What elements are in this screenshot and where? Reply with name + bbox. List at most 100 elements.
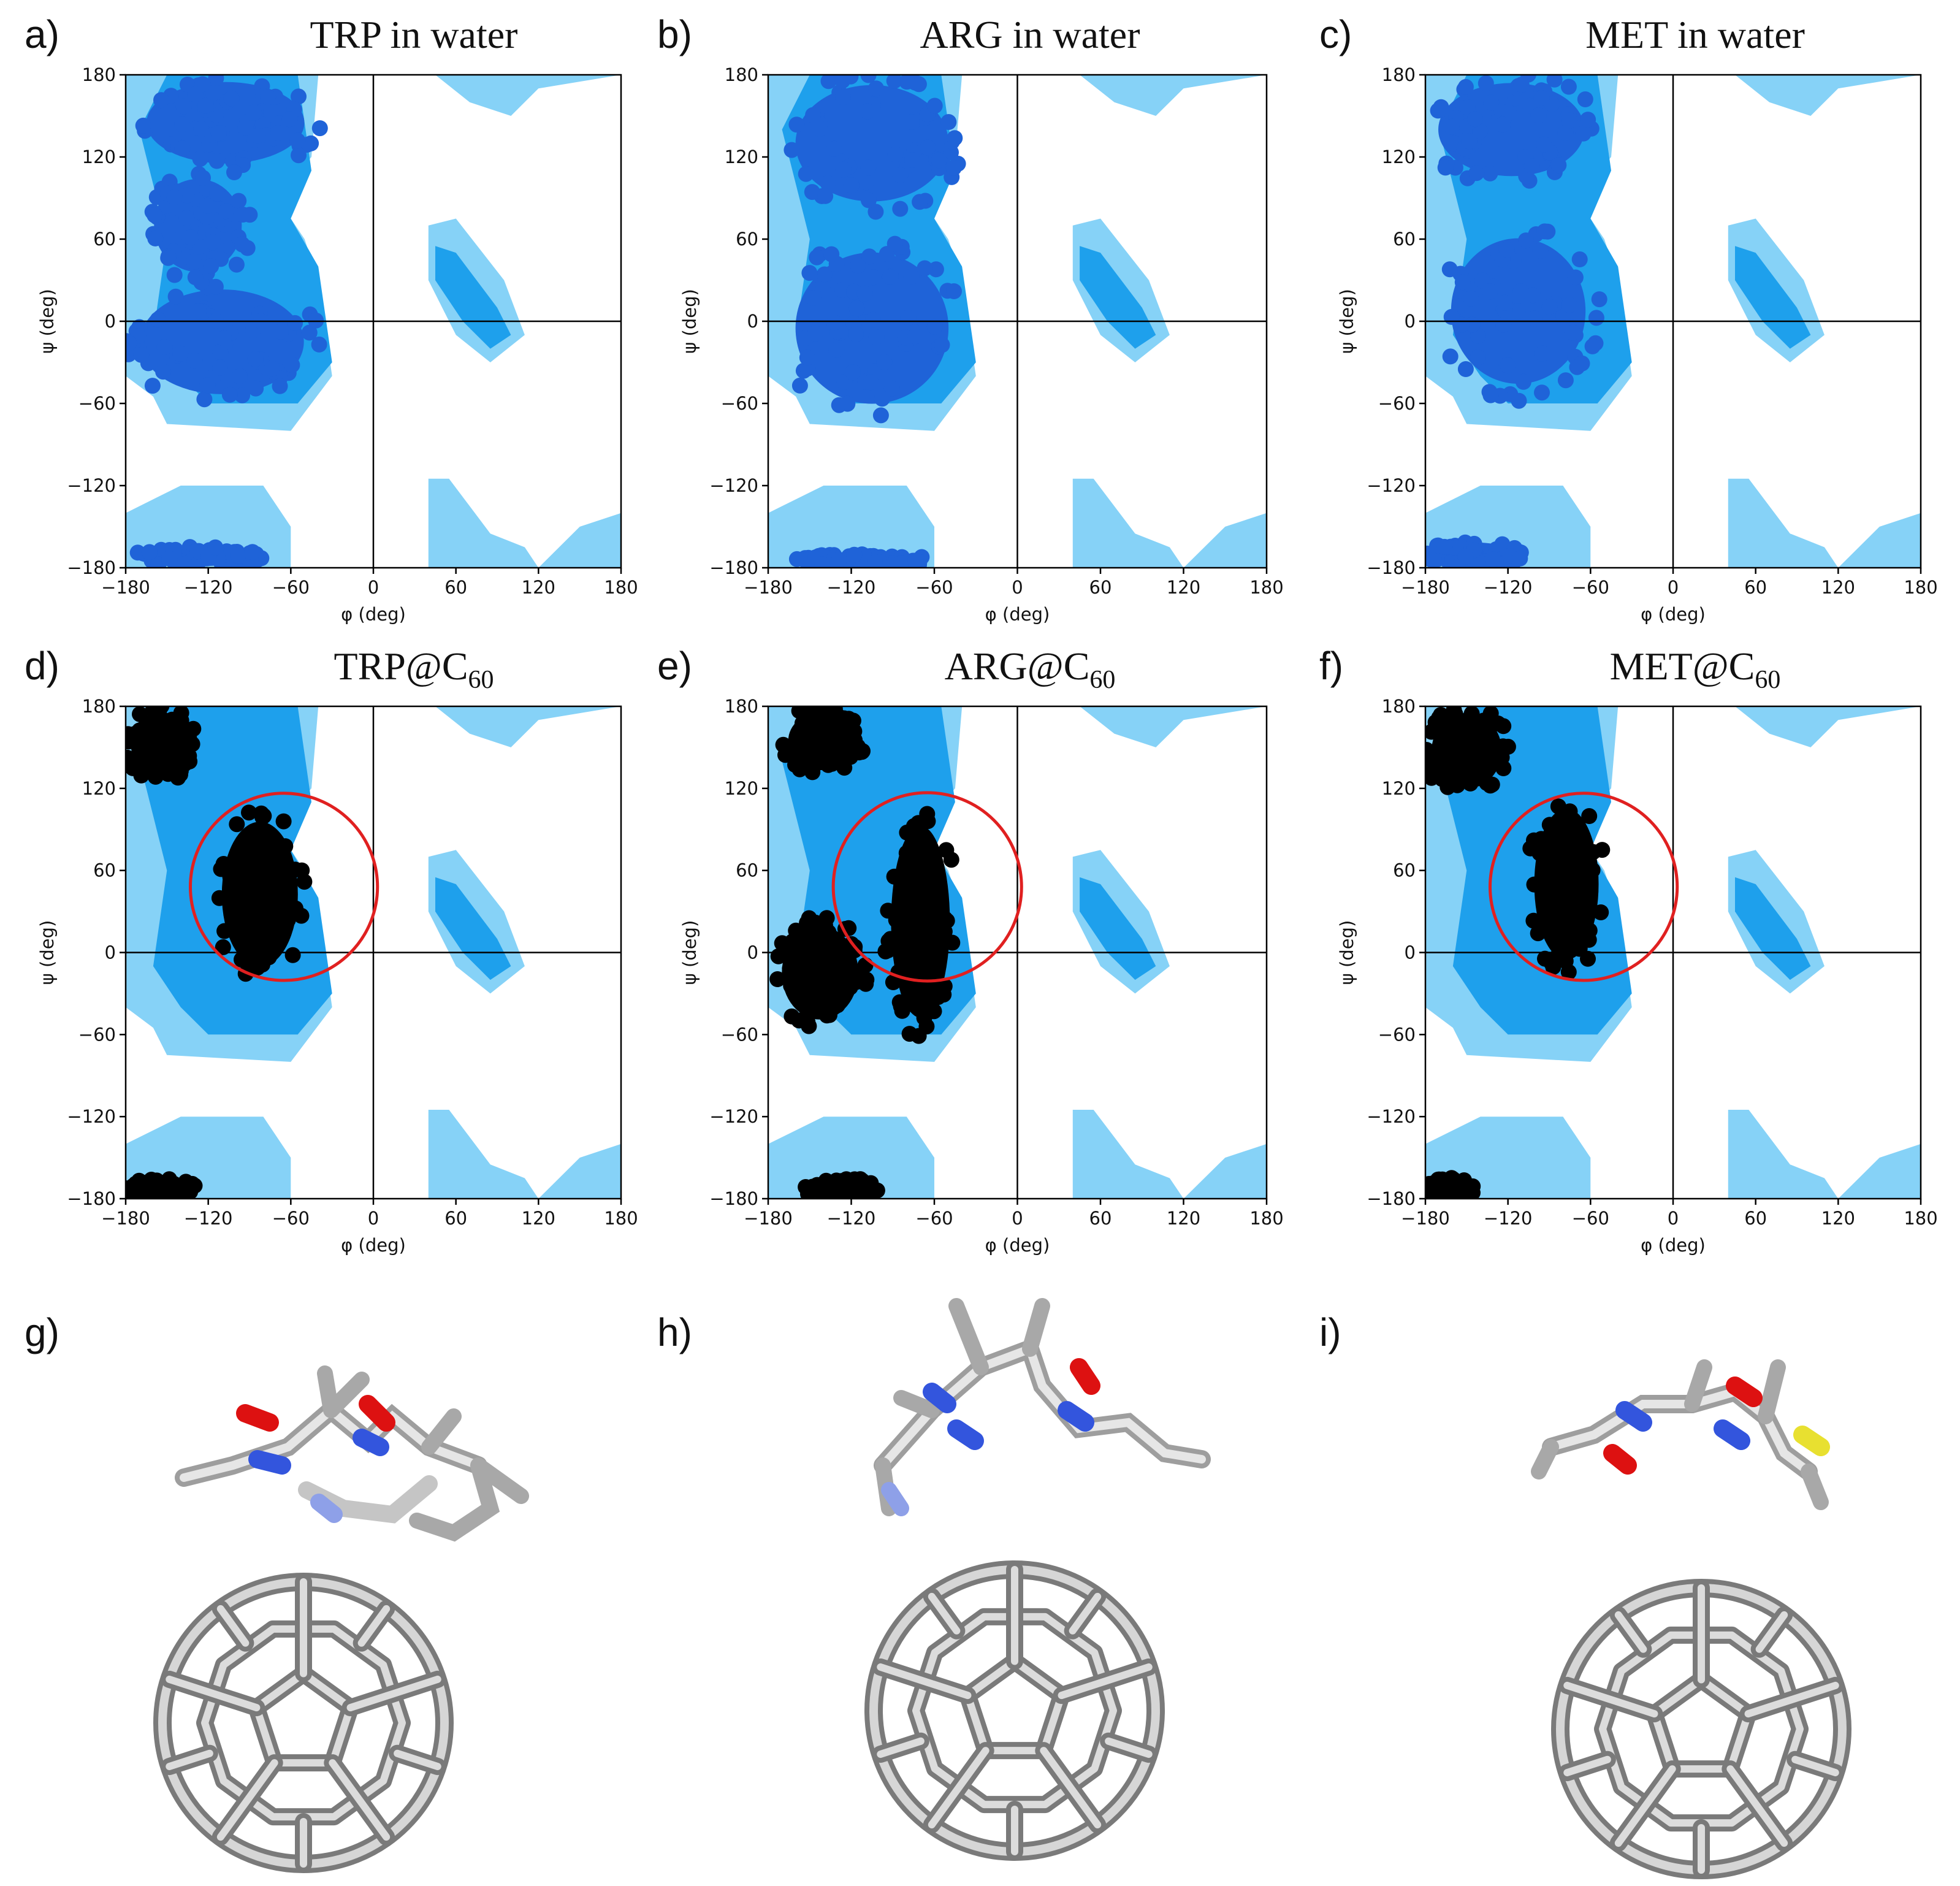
data-point [918,1018,935,1035]
density-region-mid [435,246,511,349]
density-region-light [1728,1110,1839,1199]
data-point [1581,879,1597,896]
data-point [262,928,278,945]
y-tick-label: 0 [105,311,116,332]
data-point [898,845,915,861]
met-peptide-sticks [1531,1359,1830,1510]
x-tick-label: −180 [101,1208,150,1229]
data-point [818,921,834,937]
data-point [929,923,946,939]
data-point [809,249,825,265]
panel-title: MET in water [1585,13,1805,56]
data-point [172,345,189,362]
data-point [1534,345,1550,362]
data-point [904,979,920,995]
data-point [270,125,286,141]
data-point [177,721,194,737]
data-point [197,97,213,114]
data-point [1565,324,1581,341]
data-point [174,116,191,132]
y-tick-label: 60 [736,229,758,250]
data-point [799,349,815,366]
x-tick-label: 180 [1904,1208,1937,1229]
data-point [178,210,195,226]
data-point [289,132,306,149]
plot-panel-5: −180 −120 −60 0 60 120 180 180 120 60 0 −60 −120 −180… [679,696,1284,1256]
data-point [883,380,900,397]
data-point [892,200,909,217]
data-point [905,993,921,1009]
data-point [1560,964,1577,980]
data-point [946,283,962,299]
data-point [132,706,148,722]
data-point [178,1174,194,1190]
data-point [260,89,276,105]
x-tick-label: 0 [1012,1208,1023,1229]
x-tick-label: 0 [1668,577,1679,598]
data-point [1430,102,1446,119]
data-point [147,230,164,246]
data-point [1588,310,1604,326]
data-point [1539,857,1555,874]
x-tick-label: 120 [1167,577,1200,598]
data-point [804,184,820,200]
data-point [940,114,957,130]
data-point [284,357,300,373]
data-point [885,974,901,990]
y-tick-label: −180 [67,557,116,578]
data-point [1478,75,1494,91]
panel-letter: c) [1319,12,1352,56]
data-point [1527,310,1543,327]
data-point [893,998,909,1015]
plot-area [1425,706,1921,1199]
data-point [1533,90,1550,106]
y-axis-label: ψ (deg) [37,920,58,985]
highlight-circle [1488,792,1679,982]
x-tick-label: −120 [1484,1208,1533,1229]
density-region-light [1735,706,1921,747]
data-point [774,935,790,952]
x-tick-label: −180 [1401,577,1450,598]
data-point [199,197,215,214]
data-point [1541,299,1558,315]
data-point [1433,734,1449,750]
data-point [208,75,224,86]
data-point [826,706,843,717]
data-point [842,75,859,85]
y-tick-label: 180 [725,64,758,85]
data-point [934,337,950,353]
data-point [904,152,920,168]
y-tick-label: −60 [78,1024,116,1045]
x-tick-label: −180 [744,577,793,598]
plot-panel-2: −180 −120 −60 0 60 120 180 180 120 60 0 −60 −120 −180… [679,64,1284,625]
data-point [920,139,936,156]
y-tick-label: 180 [1382,696,1416,717]
data-point [183,229,199,245]
x-tick-label: 0 [1012,577,1023,598]
data-point [1515,373,1531,390]
x-axis-label: φ (deg) [985,1235,1050,1256]
data-point [842,749,859,765]
met-c60-rendering [1531,1359,1851,1879]
density-region-light [768,486,934,568]
x-tick-label: 0 [368,577,379,598]
data-point [812,934,828,951]
data-point [1442,348,1459,365]
density-region-mid [1080,877,1156,980]
data-point [1534,384,1550,401]
data-point [791,377,808,394]
data-point [805,290,822,306]
data-point [311,336,327,353]
data-point [179,187,195,204]
data-point [1554,946,1571,963]
data-point [129,544,146,561]
data-point [860,159,877,176]
data-point [195,170,211,186]
data-point [1500,357,1516,374]
data-point [244,544,261,560]
y-tick-label: 120 [1382,147,1416,167]
panel-title: ARG in water [920,13,1140,56]
y-tick-label: 120 [725,778,758,799]
data-point [834,1186,850,1199]
x-tick-label: 180 [1249,577,1283,598]
